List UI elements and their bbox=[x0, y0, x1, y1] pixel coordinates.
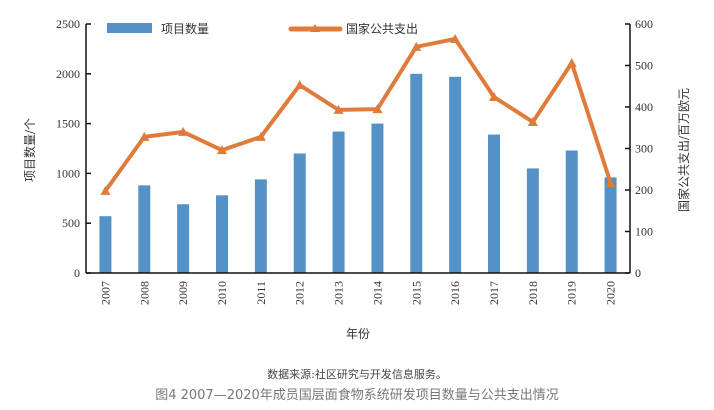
line-series bbox=[100, 33, 616, 195]
bar-2019 bbox=[565, 150, 578, 273]
left-tick-label: 2500 bbox=[56, 17, 80, 31]
x-tick-label: 2007 bbox=[98, 281, 112, 305]
right-tick-label: 400 bbox=[635, 100, 653, 114]
right-tick-label: 0 bbox=[635, 266, 641, 280]
expenditure-line bbox=[103, 36, 613, 192]
x-tick-label: 2013 bbox=[332, 281, 346, 305]
right-tick-label: 300 bbox=[635, 142, 653, 156]
x-tick-label: 2016 bbox=[448, 281, 462, 305]
x-tick-label: 2009 bbox=[176, 281, 190, 305]
legend-line-marker bbox=[310, 24, 320, 32]
bar-2008 bbox=[138, 185, 151, 273]
x-tick-label: 2020 bbox=[604, 281, 618, 305]
bar-2009 bbox=[177, 204, 190, 273]
x-tick-label: 2011 bbox=[254, 281, 268, 305]
legend-line-label: 国家公共支出 bbox=[346, 21, 418, 36]
line-point-2012 bbox=[294, 80, 305, 90]
x-tick-label: 2018 bbox=[526, 281, 540, 305]
line-point-2018 bbox=[527, 116, 538, 126]
y-axis-title: 项目数量/个 bbox=[22, 118, 37, 182]
line-point-2010 bbox=[217, 145, 227, 155]
left-tick-label: 1000 bbox=[56, 166, 80, 180]
axes bbox=[85, 24, 631, 274]
left-tick-label: 0 bbox=[74, 266, 80, 280]
bar-2018 bbox=[526, 168, 539, 273]
figure-caption: 图4 2007—2020年成员国层面食物系统研发项目数量与公共支出情况 bbox=[155, 388, 559, 403]
legend-bar-label: 项目数量 bbox=[161, 21, 209, 36]
data-source: 数据来源:社区研究与开发信息服务。 bbox=[267, 368, 447, 381]
bar-2012 bbox=[293, 153, 306, 273]
legend: 项目数量 国家公共支出 bbox=[107, 21, 418, 36]
bar-series bbox=[99, 73, 617, 274]
left-tick-label: 500 bbox=[62, 216, 80, 230]
line-point-2013 bbox=[333, 104, 344, 114]
line-point-2019 bbox=[566, 58, 577, 68]
bar-2016 bbox=[449, 76, 462, 274]
x-axis-title: 年份 bbox=[346, 327, 370, 341]
x-tick-label: 2017 bbox=[487, 281, 501, 305]
bar-2011 bbox=[254, 179, 267, 273]
bar-2014 bbox=[371, 123, 384, 273]
bar-2017 bbox=[488, 134, 500, 273]
line-point-2008 bbox=[139, 131, 150, 141]
right-tick-label: 500 bbox=[635, 59, 653, 73]
x-tick-label: 2008 bbox=[137, 281, 151, 305]
right-tick-label: 200 bbox=[635, 183, 653, 197]
left-tick-label: 1500 bbox=[56, 117, 80, 131]
line-point-2014 bbox=[372, 104, 383, 114]
line-point-2016 bbox=[450, 33, 461, 43]
x-tick-label: 2015 bbox=[409, 281, 423, 305]
left-tick-label: 2000 bbox=[56, 67, 80, 81]
right-tick-label: 600 bbox=[635, 17, 653, 31]
x-tick-label: 2014 bbox=[370, 281, 384, 305]
bar-2020 bbox=[604, 177, 617, 273]
line-point-2007 bbox=[100, 185, 111, 195]
line-point-2015 bbox=[411, 41, 422, 51]
right-tick-label: 100 bbox=[635, 225, 653, 239]
x-tick-label: 2019 bbox=[565, 281, 579, 305]
line-point-2020 bbox=[605, 177, 616, 187]
line-point-2009 bbox=[178, 126, 189, 136]
bar-2007 bbox=[99, 216, 112, 273]
legend-bar-swatch bbox=[107, 23, 152, 33]
right-axis-ticks: 0 100 200 300 400 500 600 bbox=[625, 17, 653, 280]
line-point-2017 bbox=[489, 92, 499, 102]
x-axis-ticks: 2007 2008 2009 2010 2011 2012 2013 2014 2015 2016… bbox=[98, 281, 617, 305]
x-tick-label: 2010 bbox=[215, 281, 229, 305]
bar-2013 bbox=[332, 131, 345, 273]
x-tick-label: 2012 bbox=[293, 281, 307, 305]
bar-2010 bbox=[216, 195, 228, 273]
line-point-2011 bbox=[255, 131, 266, 141]
left-axis-ticks: 0 500 1000 1500 2000 2500 bbox=[56, 17, 91, 280]
y2-axis-title: 国家公共支出/百万欧元 bbox=[676, 88, 691, 212]
chart: 0 500 1000 1500 2000 2500 0 100 200 300 400 500 600… bbox=[22, 17, 691, 341]
bar-2015 bbox=[410, 73, 423, 273]
